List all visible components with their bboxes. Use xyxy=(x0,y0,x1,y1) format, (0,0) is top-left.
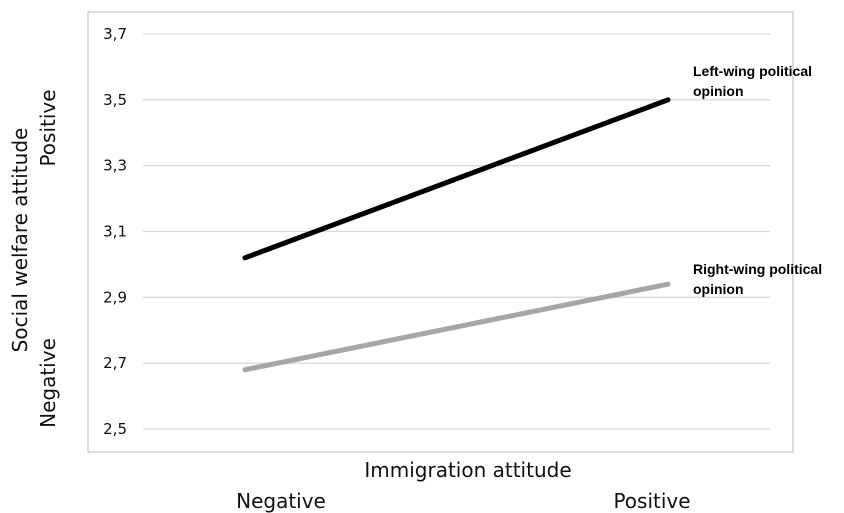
x-category-negative: Negative xyxy=(236,489,326,513)
y-tick-label: 3,1 xyxy=(103,223,127,241)
y-tick-label: 2,5 xyxy=(103,420,127,438)
y-tick-label: 3,7 xyxy=(103,25,127,43)
y-axis-title: Social welfare attitude xyxy=(8,128,32,353)
y-pole-positive: Positive xyxy=(36,89,60,166)
y-tick-label: 2,9 xyxy=(103,288,127,306)
series-label: Right-wing political xyxy=(693,261,822,277)
series-label: Left-wing political xyxy=(693,63,812,79)
x-category-positive: Positive xyxy=(613,489,690,513)
series-label: opinion xyxy=(693,83,744,99)
series-line-right-wing xyxy=(242,281,671,373)
y-tick-label: 3,5 xyxy=(103,91,127,109)
y-pole-negative: Negative xyxy=(36,338,60,428)
x-axis-title: Immigration attitude xyxy=(364,458,571,482)
series-lines xyxy=(242,97,671,373)
y-tick-labels: 3,7 3,5 3,3 3,1 2,9 2,7 2,5 xyxy=(103,25,127,438)
y-tick-label: 2,7 xyxy=(103,354,127,372)
series-label: opinion xyxy=(693,281,744,297)
series-labels: Left-wing political opinion Right-wing pol… xyxy=(693,63,822,297)
series-line-left-wing xyxy=(242,97,671,261)
y-tick-label: 3,3 xyxy=(103,157,127,175)
